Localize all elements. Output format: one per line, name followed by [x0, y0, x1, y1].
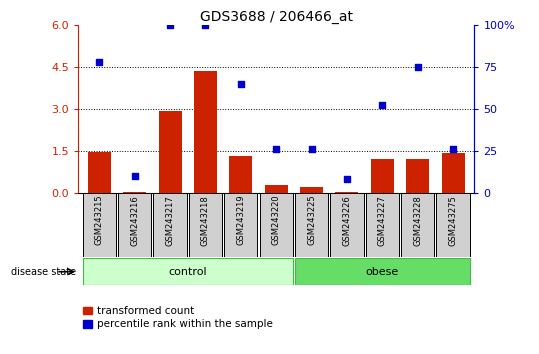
Point [166, 22, 175, 28]
Text: GSM243225: GSM243225 [307, 195, 316, 245]
Point [307, 147, 316, 152]
Bar [330, 193, 364, 257]
Text: GSM243226: GSM243226 [342, 195, 351, 246]
Bar [401, 193, 434, 257]
Text: GSM243227: GSM243227 [378, 195, 387, 246]
Bar [83, 258, 293, 285]
Bar [371, 159, 394, 193]
Bar [154, 193, 186, 257]
Bar [406, 159, 429, 193]
Bar [295, 193, 328, 257]
Bar [224, 193, 258, 257]
Text: GSM243218: GSM243218 [201, 195, 210, 246]
Bar [118, 193, 151, 257]
Legend: transformed count, percentile rank within the sample: transformed count, percentile rank withi… [84, 306, 273, 329]
Bar [335, 192, 358, 193]
Point [272, 147, 280, 152]
Point [378, 103, 386, 108]
Bar [441, 153, 465, 193]
Point [343, 177, 351, 182]
Bar [260, 193, 293, 257]
Point [237, 81, 245, 86]
Point [201, 22, 210, 28]
Title: GDS3688 / 206466_at: GDS3688 / 206466_at [200, 10, 353, 24]
Point [130, 173, 139, 179]
Bar [194, 71, 217, 193]
Bar [300, 187, 323, 193]
Bar [189, 193, 222, 257]
Bar [123, 192, 146, 193]
Point [413, 64, 422, 70]
Text: GSM243216: GSM243216 [130, 195, 139, 246]
Text: GSM243215: GSM243215 [95, 195, 104, 245]
Bar [83, 193, 116, 257]
Bar [265, 185, 288, 193]
Text: GSM243217: GSM243217 [165, 195, 175, 246]
Text: obese: obese [366, 267, 399, 277]
Point [95, 59, 103, 65]
Text: disease state: disease state [11, 267, 76, 277]
Bar [88, 152, 111, 193]
Bar [158, 111, 182, 193]
Text: GSM243220: GSM243220 [272, 195, 281, 245]
Bar [366, 193, 399, 257]
Text: control: control [169, 267, 207, 277]
Text: GSM243219: GSM243219 [237, 195, 245, 245]
Bar [295, 258, 469, 285]
Point [449, 147, 458, 152]
Bar [230, 156, 252, 193]
Bar [437, 193, 469, 257]
Text: GSM243275: GSM243275 [448, 195, 458, 246]
Text: GSM243228: GSM243228 [413, 195, 422, 246]
